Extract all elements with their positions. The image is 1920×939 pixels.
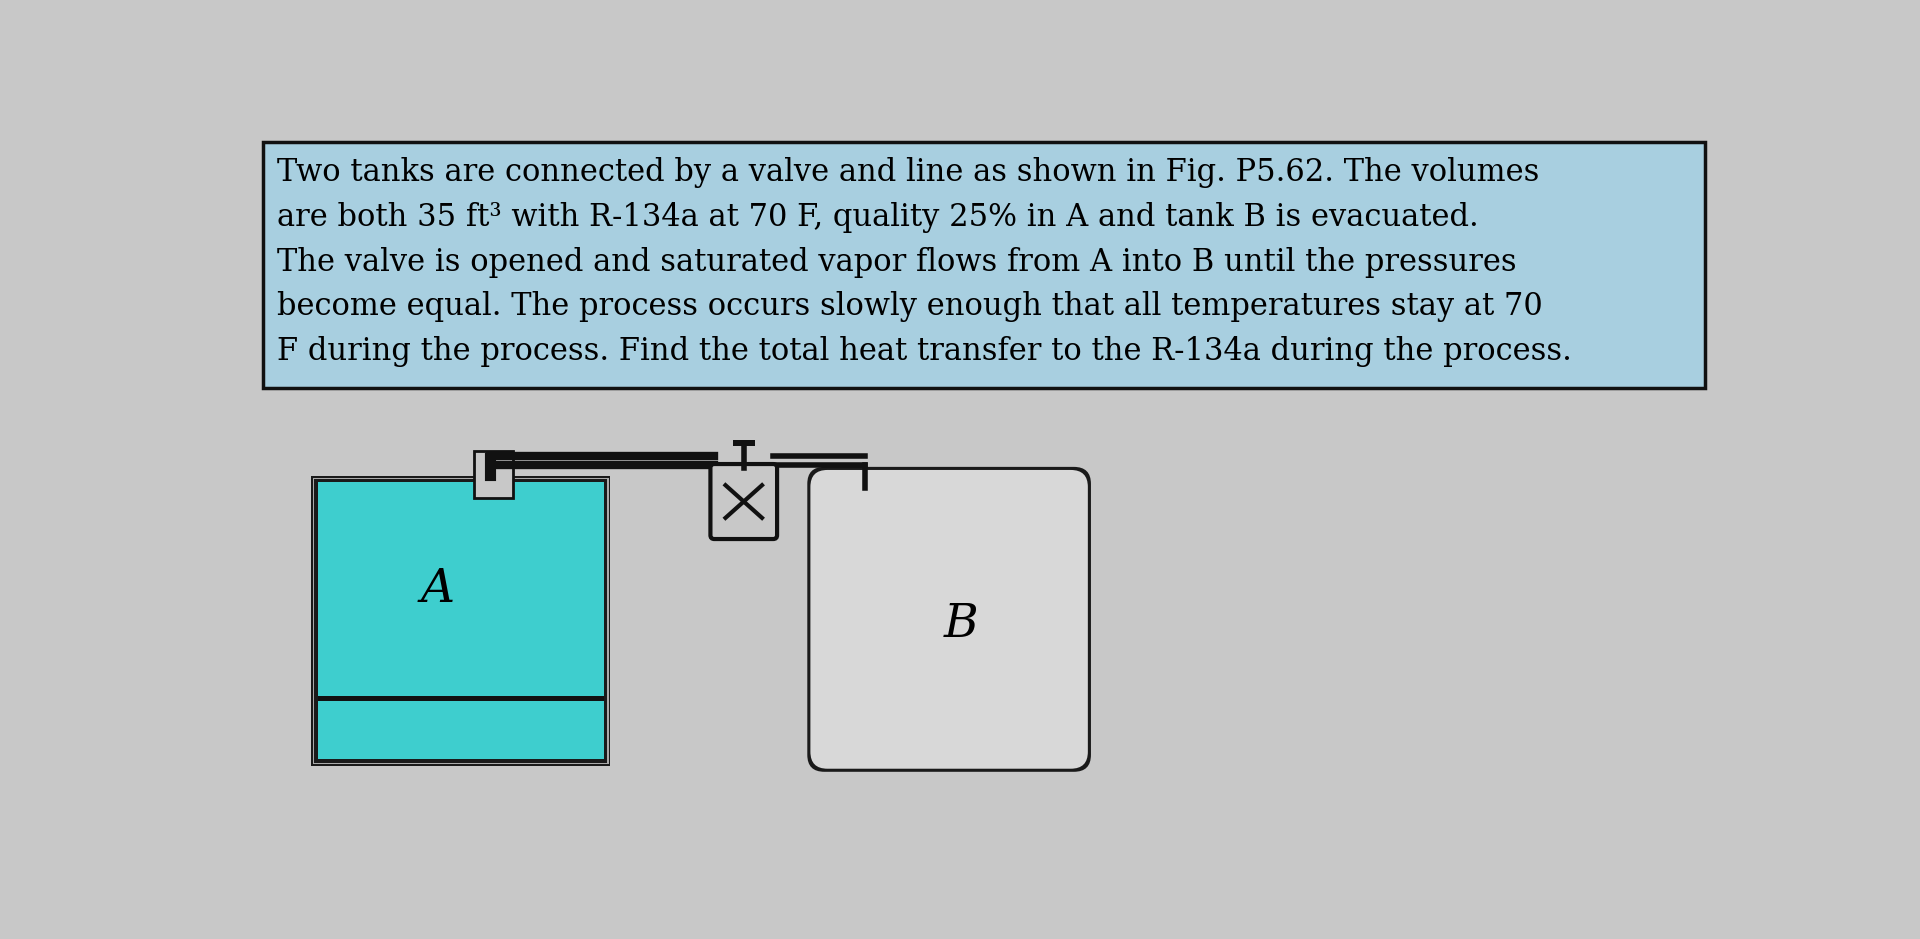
Text: Two tanks are connected by a valve and line as shown in Fig. P5.62. The volumes: Two tanks are connected by a valve and l… [276,158,1540,189]
Text: The valve is opened and saturated vapor flows from A into B until the pressures: The valve is opened and saturated vapor … [276,247,1517,278]
Text: B: B [945,602,979,647]
Bar [311,476,611,765]
Text: F during the process. Find the total heat transfer to the R-134a during the proc: F during the process. Find the total hea… [276,336,1572,367]
Bar [315,479,607,762]
Bar [317,483,605,760]
Bar [317,696,605,700]
Text: A: A [420,566,455,611]
FancyBboxPatch shape [806,467,1091,772]
Text: become equal. The process occurs slowly enough that all temperatures stay at 70: become equal. The process occurs slowly … [276,291,1544,322]
Bar [474,452,513,498]
FancyBboxPatch shape [710,464,778,539]
Text: are both 35 ft³ with R-134a at 70 F, quality 25% in A and tank B is evacuated.: are both 35 ft³ with R-134a at 70 F, qua… [276,202,1478,233]
FancyBboxPatch shape [263,142,1705,389]
Bar [733,440,755,446]
Bar [313,478,609,764]
FancyBboxPatch shape [810,470,1089,769]
